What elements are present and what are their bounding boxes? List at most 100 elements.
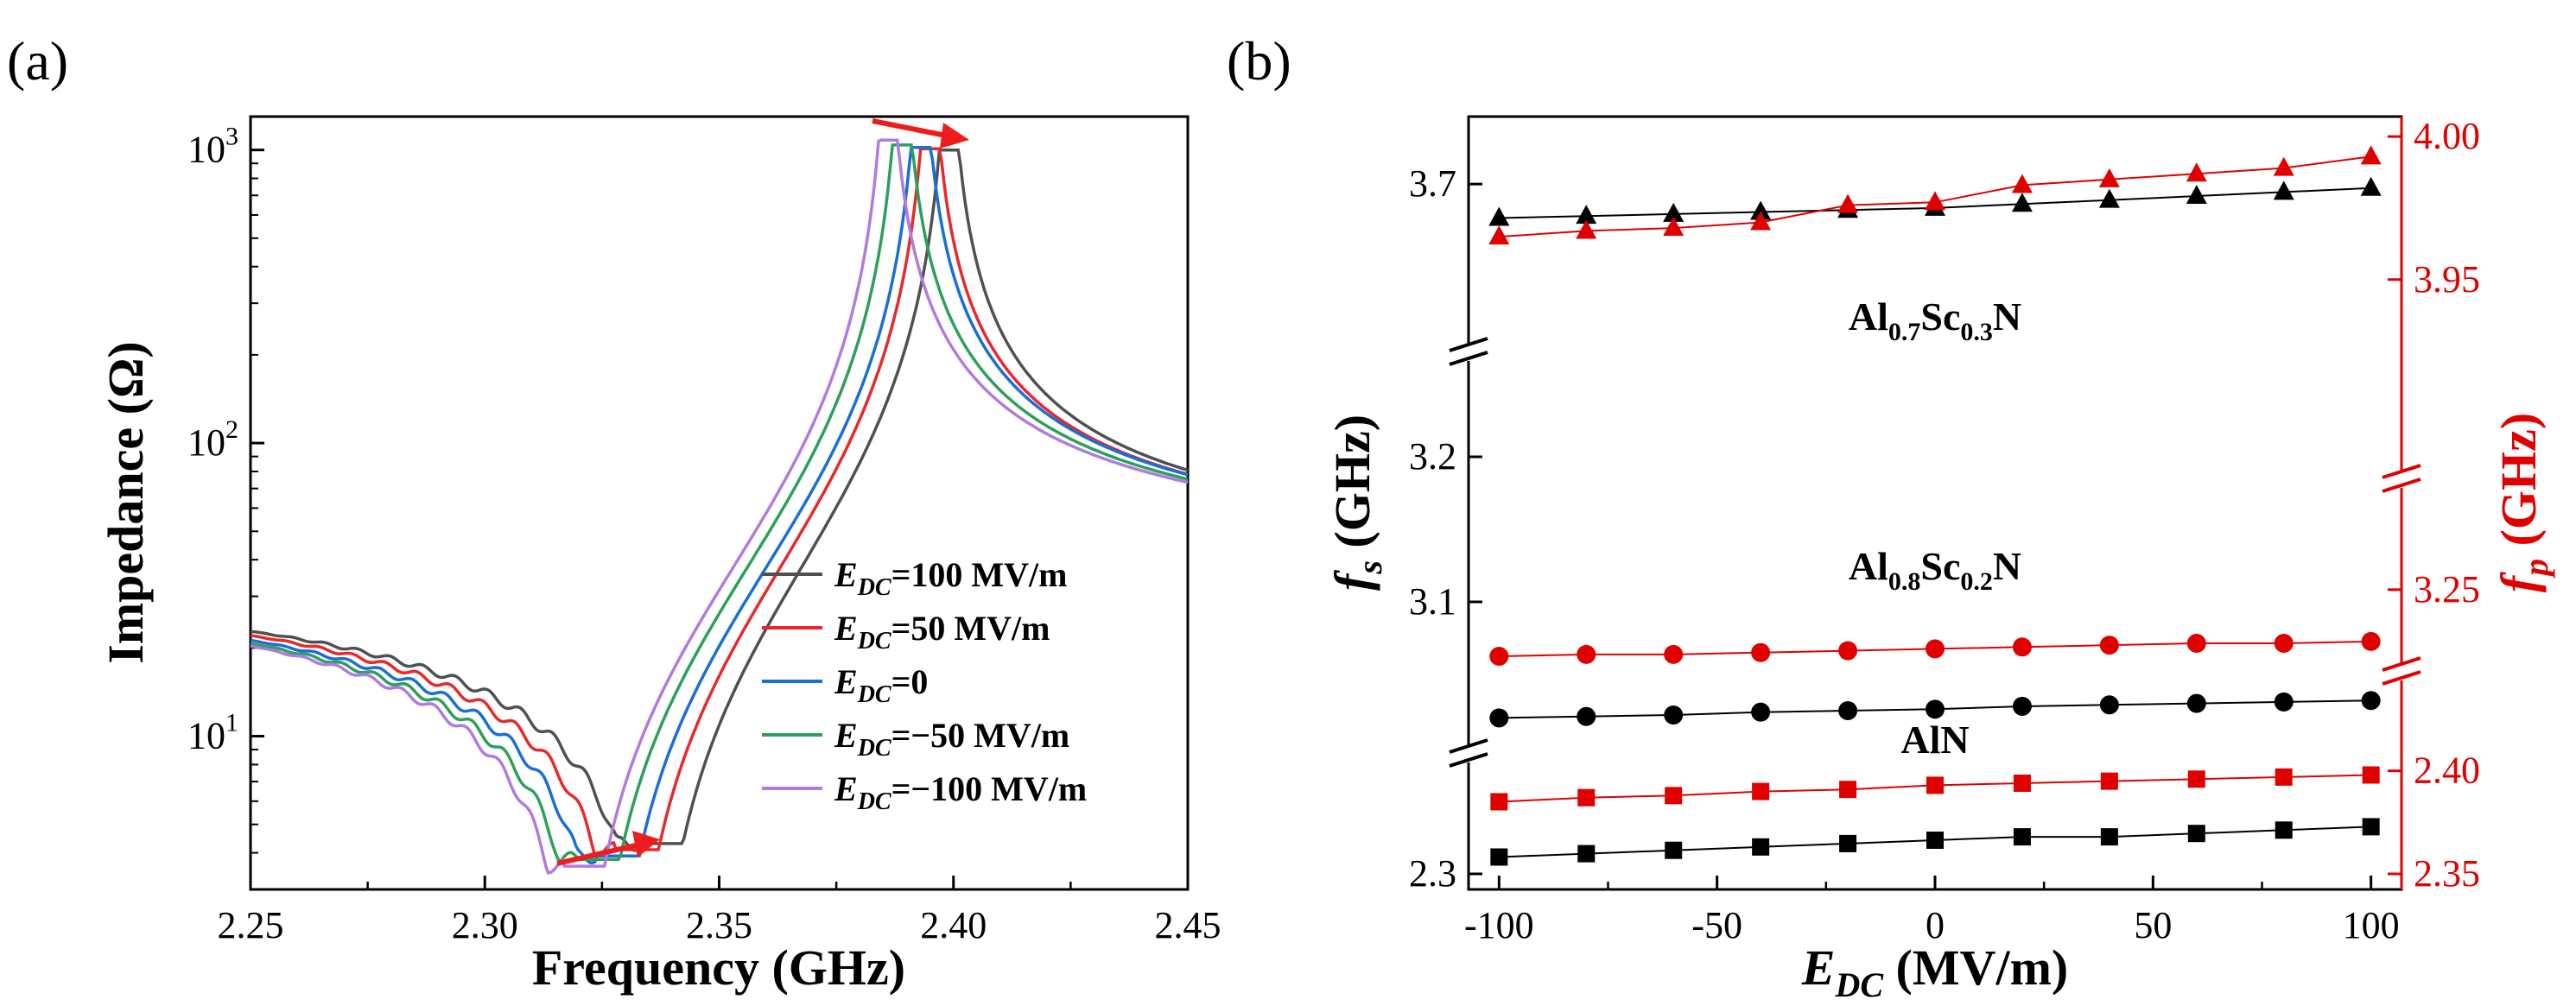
impedance-curve	[250, 146, 1189, 865]
square-marker	[2275, 768, 2293, 786]
right-y-tick-label: 3.95	[2414, 258, 2480, 301]
square-marker	[2187, 770, 2205, 788]
panel-b-y-right-title: fp (GHz)	[2490, 413, 2555, 592]
circle-marker	[1751, 642, 1771, 662]
circle-marker	[2012, 696, 2032, 716]
material-label-aln: AlN	[1900, 718, 1969, 762]
circle-marker	[1489, 708, 1509, 728]
x-tick-label: 2.35	[686, 904, 752, 946]
panel-a-series	[250, 138, 1189, 875]
circle-marker	[1926, 699, 1945, 719]
x-tick-label: 2.45	[1155, 904, 1221, 946]
panel-a-x-title: Frequency (GHz)	[532, 940, 905, 996]
circle-marker	[1577, 706, 1596, 726]
circle-marker	[1664, 644, 1684, 664]
square-marker	[2362, 818, 2380, 836]
square-marker	[1752, 782, 1770, 800]
circle-marker	[1664, 705, 1684, 725]
square-marker	[2013, 828, 2031, 846]
square-marker	[2100, 828, 2118, 846]
left-y-tick-label: 3.1	[1409, 580, 1456, 623]
legend-label: EDC=−100 MV/m	[834, 769, 1087, 815]
circle-marker	[2099, 636, 2119, 655]
triangle-marker	[1488, 225, 1510, 245]
square-marker	[1490, 793, 1508, 811]
panel-a-y-title: Impedance (Ω)	[98, 341, 154, 663]
triangle-marker	[1750, 211, 1772, 231]
circle-marker	[2186, 634, 2206, 653]
square-marker	[1926, 832, 1944, 849]
right-y-tick-label: 3.25	[2414, 568, 2480, 611]
panel-a-plot: 101 102 103 2.25 2.30 2.35 2.40 2.45 EDC=100 M…	[98, 115, 1221, 996]
circle-marker	[2361, 691, 2381, 711]
material-label-alsc02n: Al0.8Sc0.2N	[1849, 544, 2021, 596]
panel-a-label: (a)	[7, 30, 68, 92]
axis-break-mark	[2382, 478, 2421, 493]
triangle-marker	[2360, 145, 2382, 165]
square-marker	[1839, 781, 1857, 799]
triangle-marker	[2011, 174, 2033, 193]
triangle-marker	[2186, 162, 2207, 182]
impedance-curve	[250, 138, 1189, 875]
panel-b-frame	[1467, 115, 2403, 891]
square-marker	[2013, 775, 2031, 793]
square-marker	[1926, 776, 1944, 794]
x-tick-label: 2.25	[218, 904, 284, 946]
square-marker	[1490, 848, 1508, 866]
right-y-tick-label: 4.00	[2414, 115, 2480, 157]
circle-marker	[1838, 641, 1858, 661]
triangle-marker	[1663, 217, 1685, 237]
square-marker	[1665, 787, 1683, 805]
impedance-curve	[250, 147, 1189, 858]
y-tick-label: 102	[187, 415, 238, 464]
triangle-marker	[2098, 188, 2120, 208]
triangle-marker	[2360, 176, 2382, 196]
panel-a-legend: EDC=100 MV/m EDC=50 MV/m EDC=0 EDC=−50 MV/m…	[762, 555, 1087, 815]
circle-marker	[1926, 639, 1945, 659]
axis-break-mark	[1449, 738, 1488, 754]
triangle-marker	[1488, 206, 1510, 226]
panel-b-x-title: EDC (MV/m)	[1801, 940, 2068, 1004]
legend-label: EDC=100 MV/m	[834, 555, 1067, 601]
axis-break-mark	[1449, 752, 1488, 768]
circle-marker	[1489, 647, 1509, 666]
right-y-tick-label: 2.40	[2414, 750, 2480, 792]
legend-label: EDC=50 MV/m	[834, 609, 1050, 655]
x-tick-label: 100	[2343, 904, 2400, 946]
triangle-marker	[1837, 193, 1859, 213]
triangle-marker	[2011, 193, 2033, 212]
axis-break-mark	[1449, 337, 1488, 352]
square-marker	[1577, 788, 1596, 807]
panel-b-label: (b)	[1227, 30, 1291, 92]
circle-marker	[1838, 701, 1858, 720]
panel-b-axes: -100 -50 0 50 100 3.7 3.2 3.1 2.3 4.00 3.95 3.25 2.4…	[1409, 115, 2480, 946]
right-y-tick-label: 2.35	[2414, 852, 2480, 895]
square-marker	[2100, 772, 2118, 790]
left-y-tick-label: 3.7	[1409, 162, 1456, 205]
square-marker	[1839, 834, 1857, 852]
square-marker	[2187, 825, 2205, 843]
left-y-tick-label: 2.3	[1409, 852, 1456, 895]
y-tick-label: 101	[187, 709, 238, 757]
panel-a-x-ticks: 2.25 2.30 2.35 2.40 2.45	[218, 876, 1221, 946]
square-marker	[2362, 766, 2380, 784]
triangle-marker	[1576, 219, 1597, 239]
axis-break-mark	[2382, 656, 2421, 672]
axis-break-mark	[2382, 670, 2421, 686]
x-tick-label: 2.30	[452, 904, 518, 946]
triangle-marker	[2273, 180, 2294, 200]
circle-marker	[1751, 702, 1771, 722]
shift-arrow-top	[872, 118, 969, 149]
square-marker	[1577, 845, 1596, 863]
triangle-marker	[1925, 191, 1945, 211]
panel-a-y-ticks: 101 102 103	[187, 123, 264, 890]
axis-break-mark	[1449, 351, 1488, 366]
square-marker	[1752, 838, 1770, 856]
triangle-marker	[1750, 200, 1772, 220]
x-tick-label: -100	[1464, 904, 1534, 946]
x-tick-label: 0	[1926, 904, 1945, 946]
axis-break-mark	[2382, 464, 2421, 479]
circle-marker	[1577, 644, 1596, 664]
x-tick-label: 50	[2134, 904, 2172, 946]
